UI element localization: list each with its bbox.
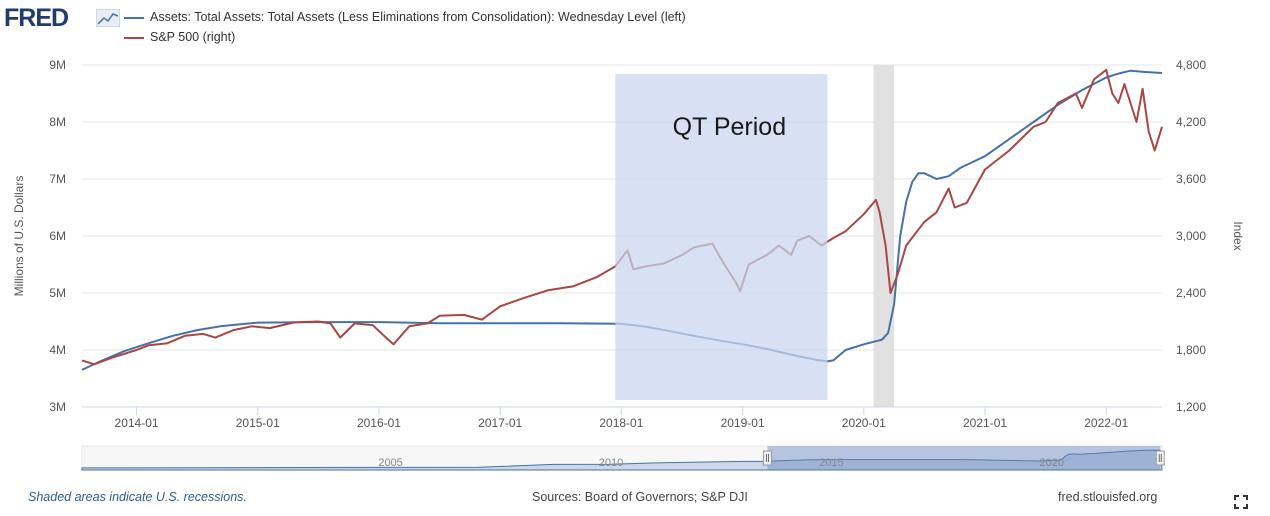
legend-item-assets[interactable]: Assets: Total Assets: Total Assets (Less…: [124, 10, 686, 24]
x-tick-label: 2022-01: [1084, 416, 1128, 430]
navigator-label: 2020: [1040, 457, 1064, 469]
navigator-handle-left[interactable]: [762, 450, 772, 466]
y-left-tick-label: 4M: [49, 343, 66, 357]
qt-period-box: [615, 74, 828, 400]
fred-url-link[interactable]: fred.stlouisfed.org: [1058, 490, 1158, 504]
y-right-tick-label: 3,600: [1176, 172, 1206, 186]
y-right-tick-label: 3,000: [1176, 229, 1206, 243]
x-tick-label: 2017-01: [478, 416, 522, 430]
axes: 3M 4M 5M 6M 7M 8M 9M 1,200 1,800 2,400 3,000 3,600 4…: [12, 58, 1245, 430]
y-right-tick-label: 2,400: [1176, 286, 1206, 300]
legend-label-sp500: S&P 500 (right): [150, 30, 236, 44]
legend-swatch-sp500: [124, 36, 144, 39]
navigator-selection[interactable]: [767, 446, 1161, 470]
legend-label-assets: Assets: Total Assets: Total Assets (Less…: [150, 10, 686, 24]
fullscreen-expand-icon[interactable]: [1234, 495, 1248, 509]
y-left-tick-label: 5M: [49, 286, 66, 300]
y-left-tick-label: 8M: [49, 115, 66, 129]
x-tick-label: 2016-01: [357, 416, 401, 430]
y-left-tick-label: 6M: [49, 229, 66, 243]
y-right-tick-label: 1,200: [1176, 400, 1206, 414]
navigator-label: 2010: [599, 457, 623, 469]
x-tick-label: 2018-01: [599, 416, 643, 430]
navigator-label: 2015: [819, 457, 843, 469]
x-tick-label: 2021-01: [963, 416, 1007, 430]
recession-note: Shaded areas indicate U.S. recessions.: [28, 490, 247, 504]
x-tick-label: 2015-01: [236, 416, 280, 430]
y-right-tick-label: 4,200: [1176, 115, 1206, 129]
fred-logo[interactable]: FRED: [4, 4, 69, 32]
y-left-axis-title: Millions of U.S. Dollars: [12, 176, 26, 297]
y-right-tick-label: 4,800: [1176, 58, 1206, 72]
navigator-handle-right[interactable]: [1155, 450, 1165, 466]
x-tick-label: 2020-01: [842, 416, 886, 430]
legend-item-sp500[interactable]: S&P 500 (right): [124, 30, 235, 44]
navigator-series: [81, 449, 1163, 471]
y-right-axis-title: Index: [1231, 221, 1245, 250]
x-tick-label: 2019-01: [721, 416, 765, 430]
qt-period-label: QT Period: [673, 113, 786, 141]
range-navigator[interactable]: 2005 2010 2015 2020: [81, 445, 1165, 471]
series-line-assets[interactable]: [81, 69, 1163, 371]
navigator-label: 2005: [378, 457, 402, 469]
x-tick-label: 2014-01: [115, 416, 159, 430]
y-left-tick-label: 7M: [49, 172, 66, 186]
y-left-tick-label: 3M: [49, 400, 66, 414]
y-left-tick-label: 9M: [49, 58, 66, 72]
y-right-tick-label: 1,800: [1176, 343, 1206, 357]
annotations: QT Period: [615, 74, 828, 400]
fred-graph-icon: [96, 9, 120, 27]
sources-text: Sources: Board of Governors; S&P DJI: [532, 490, 748, 504]
legend-swatch-assets: [124, 16, 144, 19]
